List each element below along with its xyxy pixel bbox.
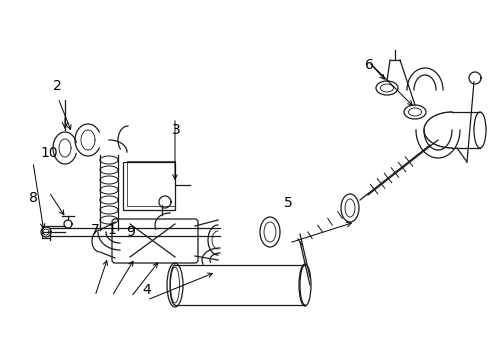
Text: 5: 5 bbox=[284, 197, 292, 210]
Text: 2: 2 bbox=[53, 80, 62, 93]
Bar bbox=[123, 162, 175, 210]
Text: 9: 9 bbox=[126, 225, 135, 239]
Text: 3: 3 bbox=[171, 123, 180, 136]
Text: 4: 4 bbox=[142, 283, 151, 297]
Text: 10: 10 bbox=[40, 146, 58, 160]
Bar bbox=[127, 161, 175, 206]
Text: 7: 7 bbox=[91, 224, 100, 237]
Text: 8: 8 bbox=[29, 191, 38, 205]
Text: 1: 1 bbox=[107, 224, 116, 237]
Text: 6: 6 bbox=[364, 58, 373, 72]
